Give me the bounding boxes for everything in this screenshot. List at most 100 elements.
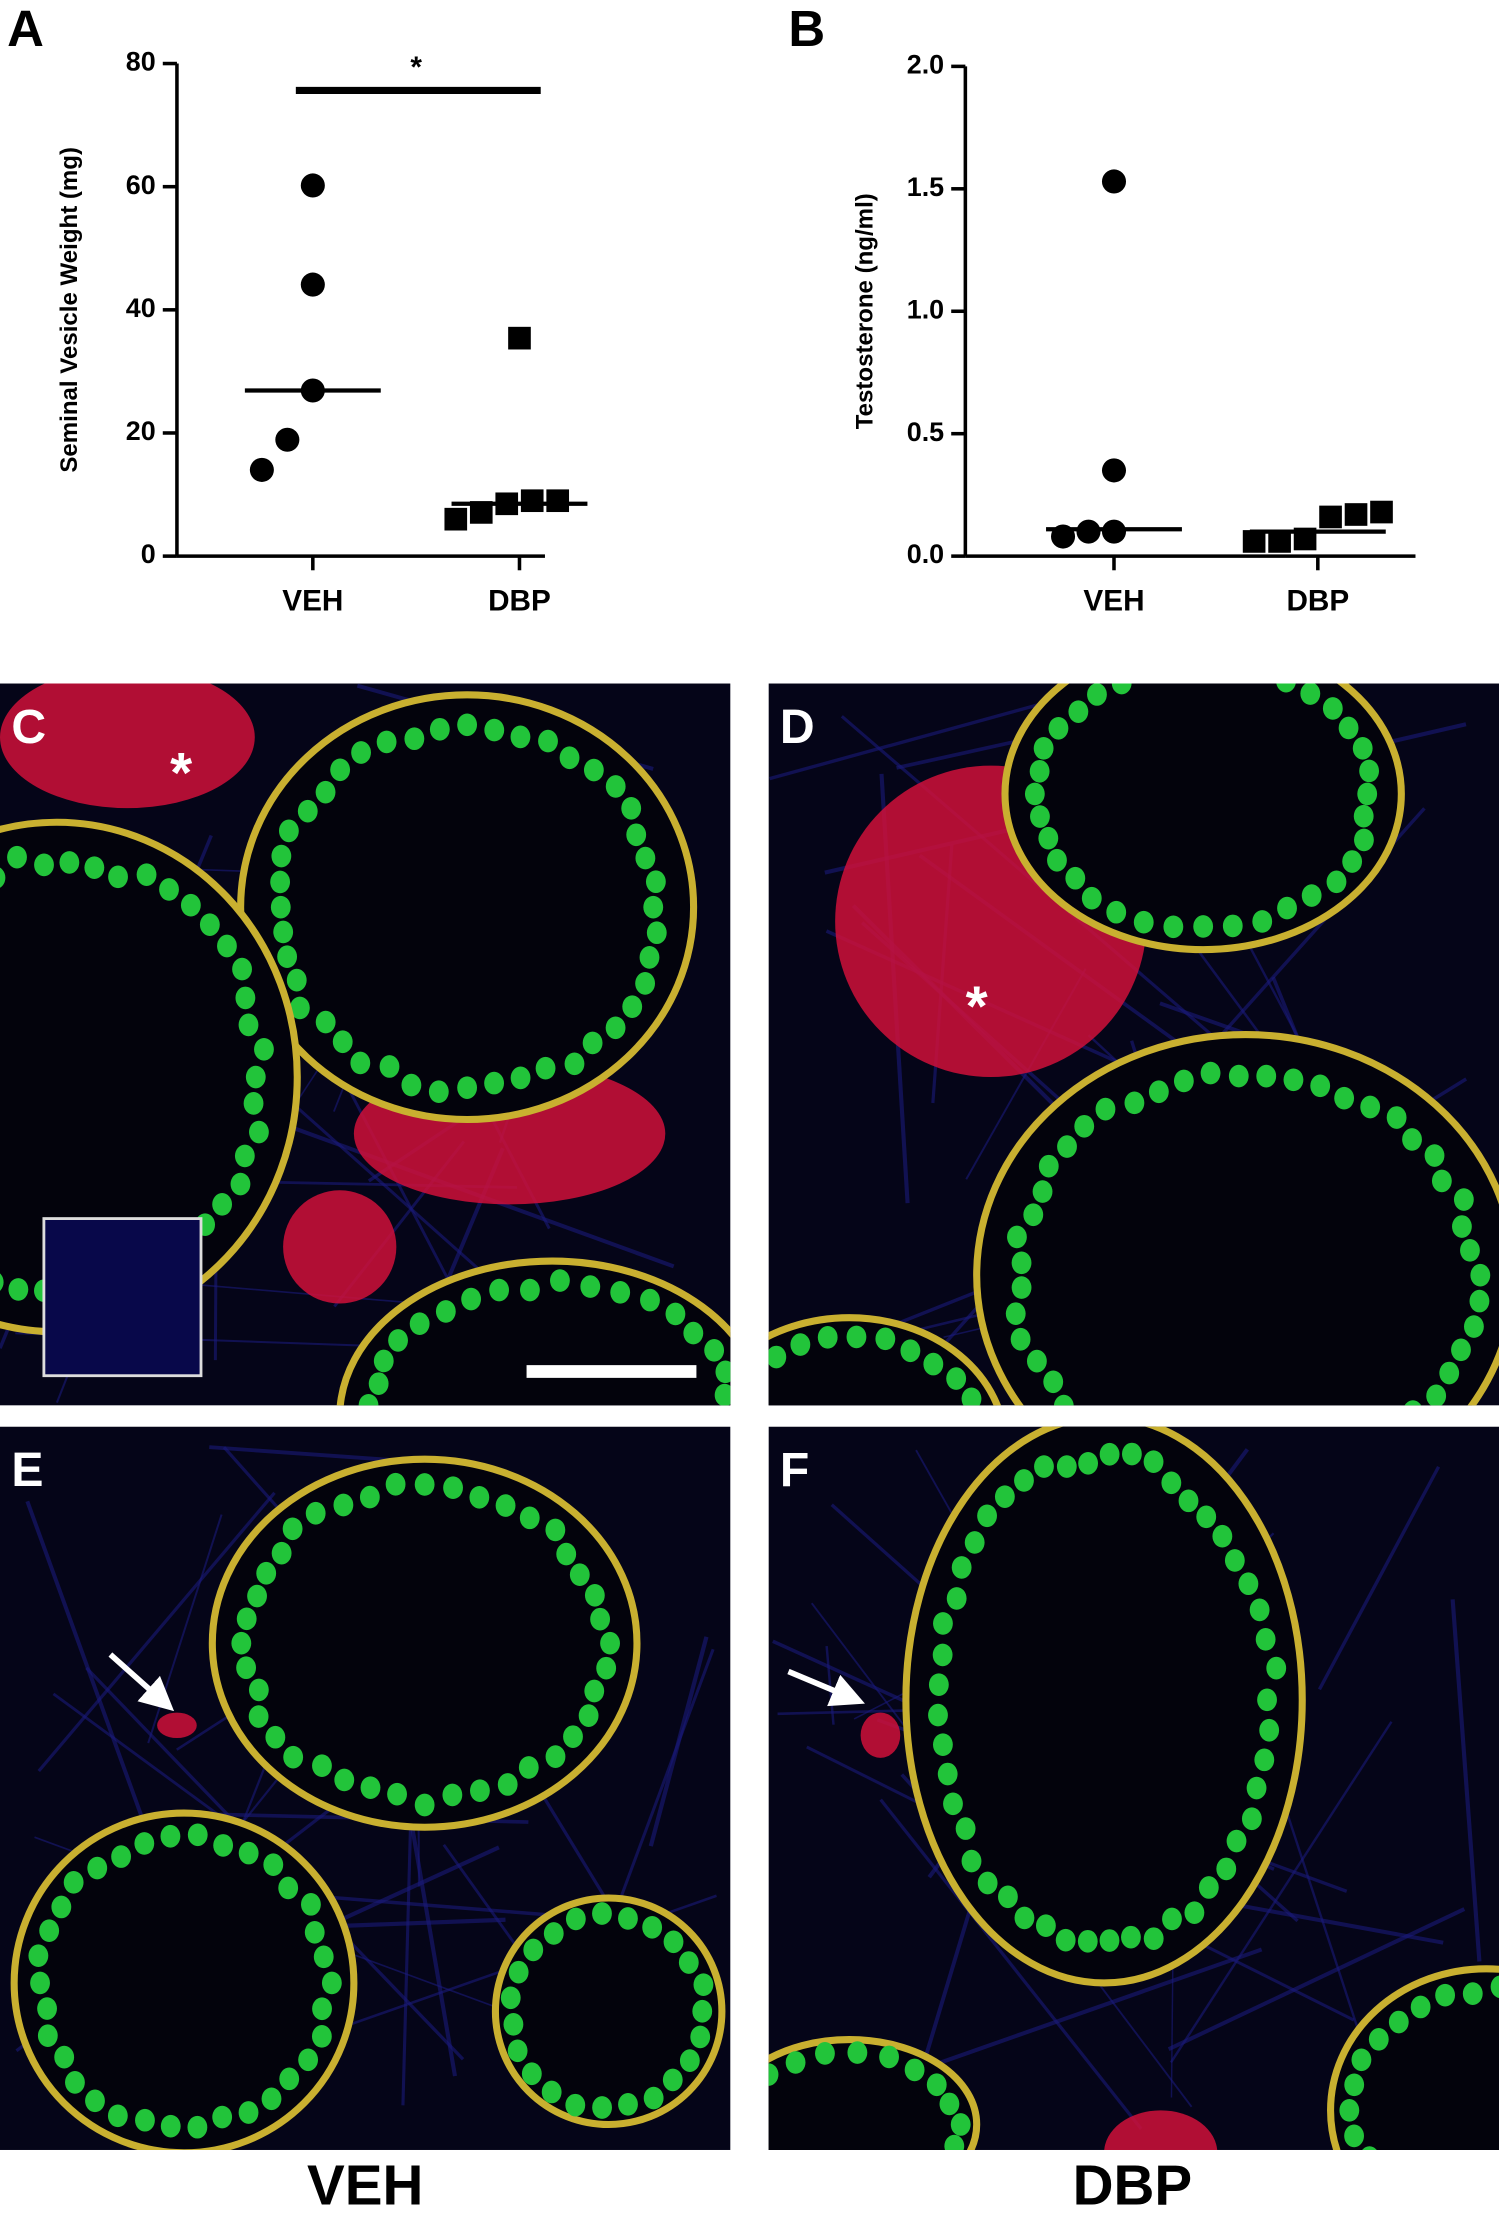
y-tick-label: 0 xyxy=(141,539,156,569)
green-nucleus xyxy=(213,1834,234,1857)
green-nucleus xyxy=(1359,759,1380,783)
panel-label: C xyxy=(11,700,46,754)
green-nucleus xyxy=(270,895,291,919)
x-tick-label: DBP xyxy=(488,585,551,618)
green-nucleus xyxy=(286,968,307,992)
tubule-wall xyxy=(491,1894,726,2129)
green-nucleus xyxy=(315,1010,336,1034)
green-nucleus xyxy=(298,2048,319,2072)
data-point xyxy=(300,272,325,297)
green-nucleus xyxy=(1077,1929,1098,1953)
green-nucleus xyxy=(212,1193,233,1216)
green-nucleus xyxy=(1256,1064,1277,1088)
green-nucleus xyxy=(273,920,294,944)
arrow xyxy=(787,1668,865,1707)
green-nucleus xyxy=(1354,828,1374,852)
y-tick-label: 40 xyxy=(126,293,156,323)
green-nucleus xyxy=(1338,716,1359,740)
green-nucleus xyxy=(1385,2191,1405,2214)
green-nucleus xyxy=(1121,1925,1141,1949)
green-nucleus xyxy=(545,1745,566,1768)
green-nucleus xyxy=(1224,1549,1245,1572)
y-tick-label: 1.0 xyxy=(907,294,944,324)
green-nucleus xyxy=(520,1278,540,1302)
green-nucleus xyxy=(1452,1215,1472,1238)
green-nucleus xyxy=(1068,700,1089,723)
green-nucleus xyxy=(37,2024,58,2048)
green-nucleus xyxy=(521,2062,542,2086)
tubule-wall xyxy=(973,1031,1499,1406)
green-nucleus xyxy=(507,2039,528,2063)
green-nucleus xyxy=(1460,1239,1480,1262)
green-nucleus xyxy=(1249,1598,1270,1622)
green-nucleus xyxy=(111,1845,132,1868)
green-nucleus xyxy=(1024,782,1045,806)
green-nucleus xyxy=(605,775,626,798)
red-cells xyxy=(1104,2110,1218,2150)
data-point xyxy=(1101,458,1127,483)
green-nucleus xyxy=(1212,1524,1233,1548)
panel-label: F xyxy=(780,1443,809,1497)
green-nucleus xyxy=(937,1762,958,1786)
green-nucleus xyxy=(928,1673,949,1697)
x-tick-label: VEH xyxy=(282,585,343,618)
green-nucleus xyxy=(1196,1505,1217,1529)
green-nucleus xyxy=(538,729,558,753)
blue-fiber xyxy=(879,1798,1143,2130)
green-nucleus xyxy=(626,823,647,847)
green-nucleus xyxy=(950,2113,971,2136)
green-nucleus xyxy=(1241,1807,1262,1831)
green-nucleus xyxy=(63,1871,84,1894)
y-tick-label: 0.0 xyxy=(907,539,944,569)
green-nucleus xyxy=(1007,1225,1027,1249)
green-nucleus xyxy=(469,1485,490,1509)
data-point xyxy=(1101,519,1127,544)
green-nucleus xyxy=(565,1907,586,1931)
green-nucleus xyxy=(1344,2124,1364,2148)
green-nucleus xyxy=(1490,2217,1499,2222)
green-nucleus xyxy=(645,870,666,894)
green-nucleus xyxy=(635,972,656,995)
green-nucleus xyxy=(1043,1370,1064,1394)
green-nucleus xyxy=(0,1273,4,1291)
green-nucleus xyxy=(1439,1361,1460,1385)
data-point xyxy=(249,457,274,482)
green-nucleus xyxy=(85,2089,105,2113)
green-nucleus xyxy=(282,1517,303,1541)
green-nucleus xyxy=(1266,1656,1287,1680)
green-nucleus xyxy=(1408,2207,1428,2222)
green-nucleus xyxy=(1353,804,1374,828)
green-nucleus xyxy=(1030,805,1050,828)
green-nucleus xyxy=(768,2063,779,2086)
data-point xyxy=(1101,169,1127,194)
green-nucleus xyxy=(1055,1928,1076,1952)
green-nucleus xyxy=(484,718,505,742)
green-nucleus xyxy=(1065,866,1086,890)
green-nucleus xyxy=(1257,1688,1277,1712)
green-nucleus xyxy=(1193,653,1213,676)
green-nucleus xyxy=(879,2045,899,2069)
green-nucleus xyxy=(134,1832,155,1855)
green-nucleus xyxy=(939,2092,960,2116)
green-nucleus xyxy=(787,2174,807,2197)
green-nucleus xyxy=(1404,1400,1422,1406)
green-nucleus xyxy=(7,845,27,869)
green-nucleus xyxy=(387,1782,407,1806)
green-nucleus xyxy=(1081,886,1102,910)
green-nucleus xyxy=(1074,1114,1095,1138)
green-nucleus xyxy=(678,1951,699,1974)
green-nucleus xyxy=(946,1587,967,1610)
green-nucleus xyxy=(414,1793,435,1817)
green-nucleus xyxy=(768,1345,787,1369)
green-nucleus xyxy=(409,1312,430,1336)
green-nucleus xyxy=(1226,1829,1247,1853)
green-nucleus xyxy=(461,1287,482,1311)
x-tick-label: VEH xyxy=(1083,585,1144,618)
green-nucleus xyxy=(510,725,531,749)
green-nucleus xyxy=(1161,1471,1182,1495)
green-nucleus xyxy=(926,2073,947,2097)
green-nucleus xyxy=(1034,1455,1054,1478)
green-nucleus xyxy=(65,2071,85,2094)
green-nucleus xyxy=(1431,1169,1452,1193)
green-nucleus xyxy=(1184,1901,1205,1924)
